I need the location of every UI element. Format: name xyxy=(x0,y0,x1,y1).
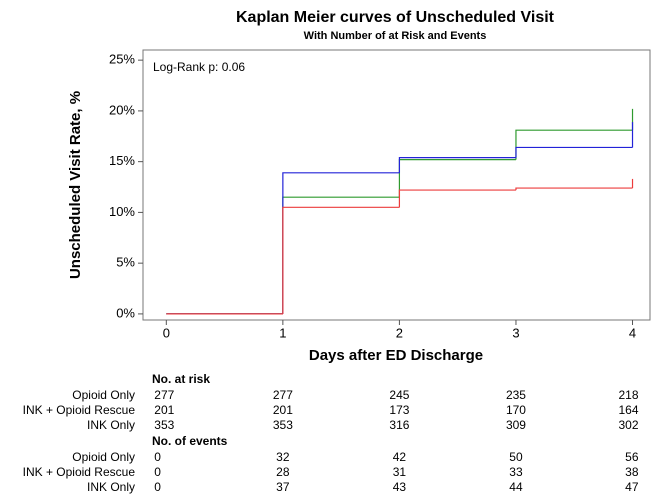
table-cell: 42 xyxy=(393,450,407,464)
table-cell: 44 xyxy=(509,480,523,494)
km-step xyxy=(398,159,516,198)
table-cell: 170 xyxy=(506,403,526,417)
chart-subtitle: With Number of at Risk and Events xyxy=(304,30,487,42)
table-row-label: INK + Opioid Rescue xyxy=(23,465,136,479)
table-cell: 28 xyxy=(276,465,290,479)
km-step xyxy=(515,187,633,191)
table-cell: 56 xyxy=(625,450,639,464)
table-row-label: Opioid Only xyxy=(72,450,135,464)
y-tick-label: 5% xyxy=(116,255,135,270)
y-tick-label: 25% xyxy=(109,52,135,67)
y-tick-label: 20% xyxy=(109,102,135,117)
table-cell: 277 xyxy=(154,388,174,402)
table-title: No. at risk xyxy=(152,372,210,386)
table-cell: 38 xyxy=(625,465,639,479)
table-cell: 201 xyxy=(154,403,174,417)
table-title: No. of events xyxy=(152,434,228,448)
x-tick-label: 3 xyxy=(512,325,519,340)
table-cell: 173 xyxy=(389,403,409,417)
km-step xyxy=(515,129,633,160)
table-row-label: INK + Opioid Rescue xyxy=(23,403,136,417)
km-step xyxy=(398,189,516,208)
table-cell: 309 xyxy=(506,418,526,432)
x-tick-label: 1 xyxy=(279,325,286,340)
table-cell: 353 xyxy=(154,418,174,432)
km-step xyxy=(282,172,400,314)
table-cell: 0 xyxy=(154,465,161,479)
table-cell: 353 xyxy=(273,418,293,432)
table-cell: 43 xyxy=(393,480,407,494)
table-cell: 277 xyxy=(273,388,293,402)
x-tick-label: 4 xyxy=(629,325,636,340)
table-cell: 37 xyxy=(276,480,290,494)
y-tick-label: 15% xyxy=(109,153,135,168)
table-row-label: Opioid Only xyxy=(72,388,135,402)
table-cell: 31 xyxy=(393,465,407,479)
table-cell: 245 xyxy=(389,388,409,402)
plot-frame xyxy=(142,49,651,321)
table-row-label: INK Only xyxy=(87,418,135,432)
table-cell: 201 xyxy=(273,403,293,417)
km-step xyxy=(282,206,400,314)
table-row-label: INK Only xyxy=(87,480,135,494)
table-cell: 0 xyxy=(154,480,161,494)
table-cell: 164 xyxy=(618,403,638,417)
y-axis-label: Unscheduled Visit Rate, % xyxy=(67,91,84,279)
x-tick-label: 2 xyxy=(396,325,403,340)
table-cell: 50 xyxy=(509,450,523,464)
y-tick-label: 10% xyxy=(109,204,135,219)
table-cell: 47 xyxy=(625,480,639,494)
km-step xyxy=(282,196,400,314)
table-cell: 0 xyxy=(154,450,161,464)
x-axis-label: Days after ED Discharge xyxy=(309,347,483,364)
table-cell: 218 xyxy=(618,388,638,402)
table-cell: 33 xyxy=(509,465,523,479)
table-cell: 302 xyxy=(618,418,638,432)
chart-title: Kaplan Meier curves of Unscheduled Visit xyxy=(236,9,555,26)
table-cell: 32 xyxy=(276,450,290,464)
x-tick-label: 0 xyxy=(163,325,170,340)
table-cell: 316 xyxy=(389,418,409,432)
y-tick-label: 0% xyxy=(116,305,135,320)
table-cell: 235 xyxy=(506,388,526,402)
km-step xyxy=(515,146,633,158)
km-step xyxy=(398,156,516,173)
annotation: Log-Rank p: 0.06 xyxy=(153,60,245,74)
